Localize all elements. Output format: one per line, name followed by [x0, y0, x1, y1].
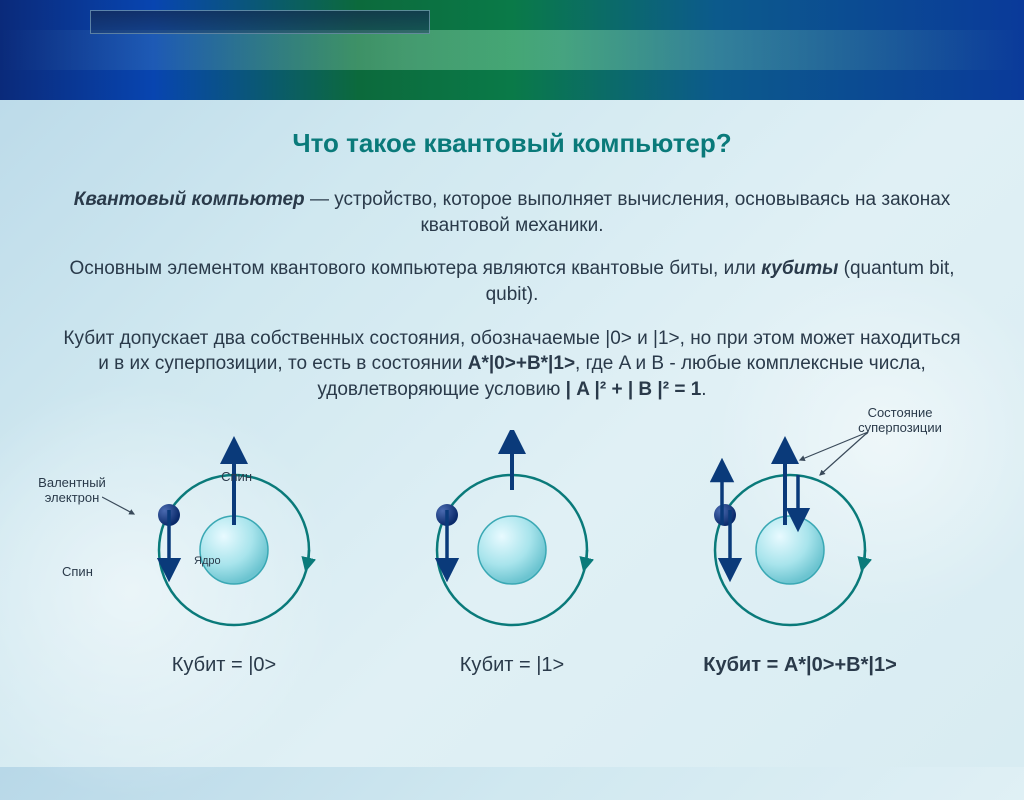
definition-paragraph: Квантовый компьютер — устройство, которо…: [60, 187, 964, 238]
header-gradient: [0, 0, 1024, 100]
nucleus-circle: [200, 516, 268, 584]
qubit-intro-paragraph: Основным элементом квантового компьютера…: [60, 256, 964, 307]
spin-label: Спин: [62, 565, 93, 579]
valence-electron: [714, 504, 736, 526]
content-area: Что такое квантовый компьютер? Квантовый…: [0, 100, 1024, 687]
atom-svg: [114, 430, 334, 640]
slide-title: Что такое квантовый компьютер?: [60, 128, 964, 159]
qubit-state-label: Кубит = |1>: [460, 654, 564, 677]
atom-svg: [402, 430, 622, 640]
qubit-state-label: Кубит = A*|0>+B*|1>: [703, 654, 897, 677]
superposition-paragraph: Кубит допускает два собственных состояни…: [60, 326, 964, 403]
nucleus-label: Ядро: [194, 555, 221, 567]
qubit-state-0: Валентныйэлектрон Спин Спин Ядро Кубит =…: [80, 430, 368, 677]
qubit-state-super: Состояниесуперпозиции Кубит = A*|0>+B*|1…: [656, 430, 944, 677]
qubit-state-label: Кубит = |0>: [172, 654, 276, 677]
definition-lead: Квантовый компьютер: [74, 189, 305, 210]
spin-label: Спин: [221, 470, 252, 484]
superposition-label: Состояниесуперпозиции: [850, 406, 950, 435]
valence-electron-label: Валентныйэлектрон: [32, 476, 112, 505]
nucleus-circle: [478, 516, 546, 584]
nucleus-circle: [756, 516, 824, 584]
header-accent-bar: [90, 10, 430, 34]
definition-rest: — устройство, которое выполняет вычислен…: [305, 189, 951, 236]
qubit-state-1: Кубит = |1>: [368, 430, 656, 677]
atom-svg: [690, 430, 910, 640]
qubit-diagram-row: Валентныйэлектрон Спин Спин Ядро Кубит =…: [60, 420, 964, 677]
